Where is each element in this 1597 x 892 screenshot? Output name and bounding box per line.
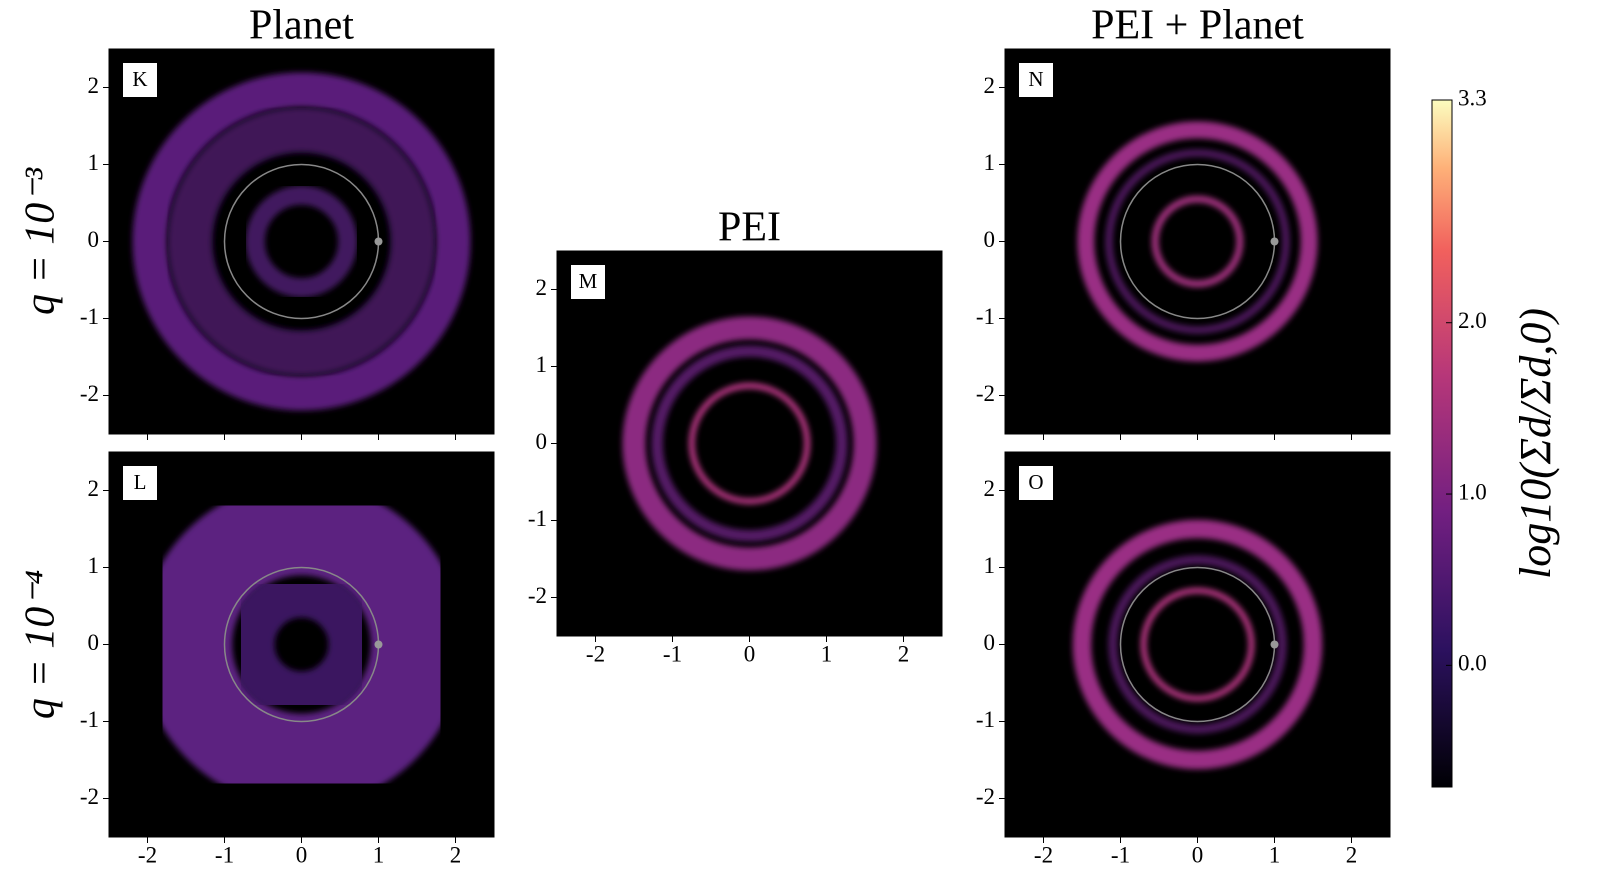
colorbar: 0.0 1.0 2.0 3.3 log10(Σd/Σd,0)	[1431, 85, 1560, 788]
panel-label: M	[579, 269, 598, 293]
density-ring	[132, 72, 471, 411]
x-tick-label: -2	[138, 842, 157, 867]
y-tick-label: 2	[88, 476, 100, 501]
planet	[374, 640, 383, 649]
plot-area	[1005, 452, 1390, 837]
density-ring	[1105, 149, 1290, 334]
density-ring	[228, 571, 375, 718]
density-ring	[651, 345, 848, 542]
x-tick-label: -1	[663, 641, 682, 666]
x-tick-label: 0	[744, 641, 756, 666]
x-tick-label: 1	[821, 641, 833, 666]
colorbar-tick-label: 0.0	[1458, 651, 1487, 676]
x-tick-label: -1	[1111, 842, 1130, 867]
plot-area	[1005, 49, 1390, 434]
x-tick-label: 1	[373, 842, 385, 867]
panel: -2 -1 0 1 2 -2 -1 0 1 2 Lq = 10⁻⁴	[18, 451, 495, 867]
panel-label-box	[571, 265, 605, 299]
y-tick-label: -2	[976, 784, 995, 809]
x-tick-label: 0	[296, 842, 308, 867]
y-tick-label: 2	[984, 73, 996, 98]
panel-label-box	[1019, 63, 1053, 97]
density-ring	[622, 316, 877, 571]
density-ring	[1072, 519, 1323, 770]
planet	[1270, 640, 1279, 649]
planet	[374, 237, 383, 246]
y-tick-label: 2	[536, 275, 548, 300]
x-tick-label: 1	[1269, 842, 1281, 867]
x-tick-label: -1	[215, 842, 234, 867]
density-ring	[1140, 587, 1255, 702]
planet	[1270, 237, 1279, 246]
y-tick-label: 0	[984, 630, 996, 655]
y-tick-label: -2	[80, 784, 99, 809]
panel: -2 -1 0 1 2 -2 -1 0 1 2 M PEI	[528, 205, 943, 666]
panel-label: K	[132, 67, 147, 91]
x-tick-label: 0	[1192, 842, 1204, 867]
y-tick-label: -1	[976, 707, 995, 732]
y-tick-label: 1	[88, 150, 100, 175]
y-tick-label: -1	[80, 304, 99, 329]
colorbar-tick-label: 1.0	[1458, 479, 1487, 504]
y-tick-label: 0	[536, 429, 548, 454]
panel-title: PEI	[718, 205, 781, 251]
y-tick-label: -1	[976, 304, 995, 329]
y-tick-label: -2	[528, 583, 547, 608]
y-tick-label: 1	[984, 553, 996, 578]
y-tick-label: 0	[88, 227, 100, 252]
panel: -2 -1 0 1 2 N PEI + Planet	[976, 3, 1391, 440]
y-tick-label: 0	[88, 630, 100, 655]
density-ring	[139, 482, 464, 807]
density-ring	[1077, 121, 1318, 362]
y-tick-label: -2	[80, 381, 99, 406]
x-tick-label: 2	[450, 842, 462, 867]
density-ring	[168, 108, 435, 375]
colorbar-gradient	[1431, 99, 1453, 788]
x-tick-label: -2	[1034, 842, 1053, 867]
row-label: q = 10⁻³	[18, 167, 64, 316]
panel-label-box	[123, 63, 157, 97]
y-tick-label: 2	[88, 73, 100, 98]
colorbar-label: log10(Σd/Σd,0)	[1511, 308, 1560, 579]
x-tick-label: 2	[898, 641, 910, 666]
y-tick-label: 0	[984, 227, 996, 252]
density-ring	[1151, 195, 1244, 288]
plot-area	[557, 251, 942, 636]
y-tick-label: -1	[528, 506, 547, 531]
y-tick-label: 1	[88, 553, 100, 578]
panel-title: Planet	[249, 3, 354, 49]
x-tick-label: -2	[586, 641, 605, 666]
row-label: q = 10⁻⁴	[18, 570, 64, 719]
panel-label-box	[1019, 466, 1053, 500]
y-tick-label: 1	[984, 150, 996, 175]
panel-label: N	[1028, 67, 1043, 91]
density-ring	[245, 185, 358, 298]
panel-label-box	[123, 466, 157, 500]
x-tick-label: 2	[1346, 842, 1358, 867]
density-ring	[688, 382, 811, 505]
y-tick-label: -1	[80, 707, 99, 732]
colorbar-tick-label: 2.0	[1458, 308, 1487, 333]
panel: -2 -1 0 1 2 -2 -1 0 1 2 O	[976, 451, 1391, 867]
colorbar-tick-label: 3.3	[1458, 85, 1487, 110]
y-tick-label: 1	[536, 352, 548, 377]
y-tick-label: 2	[984, 476, 996, 501]
y-tick-label: -2	[976, 381, 995, 406]
panel: -2 -1 0 1 2 K Planet q = 10⁻³	[18, 3, 495, 440]
density-ring	[1108, 555, 1287, 734]
panel-title: PEI + Planet	[1091, 3, 1304, 49]
panel-label: L	[134, 470, 147, 494]
panel-label: O	[1028, 470, 1043, 494]
